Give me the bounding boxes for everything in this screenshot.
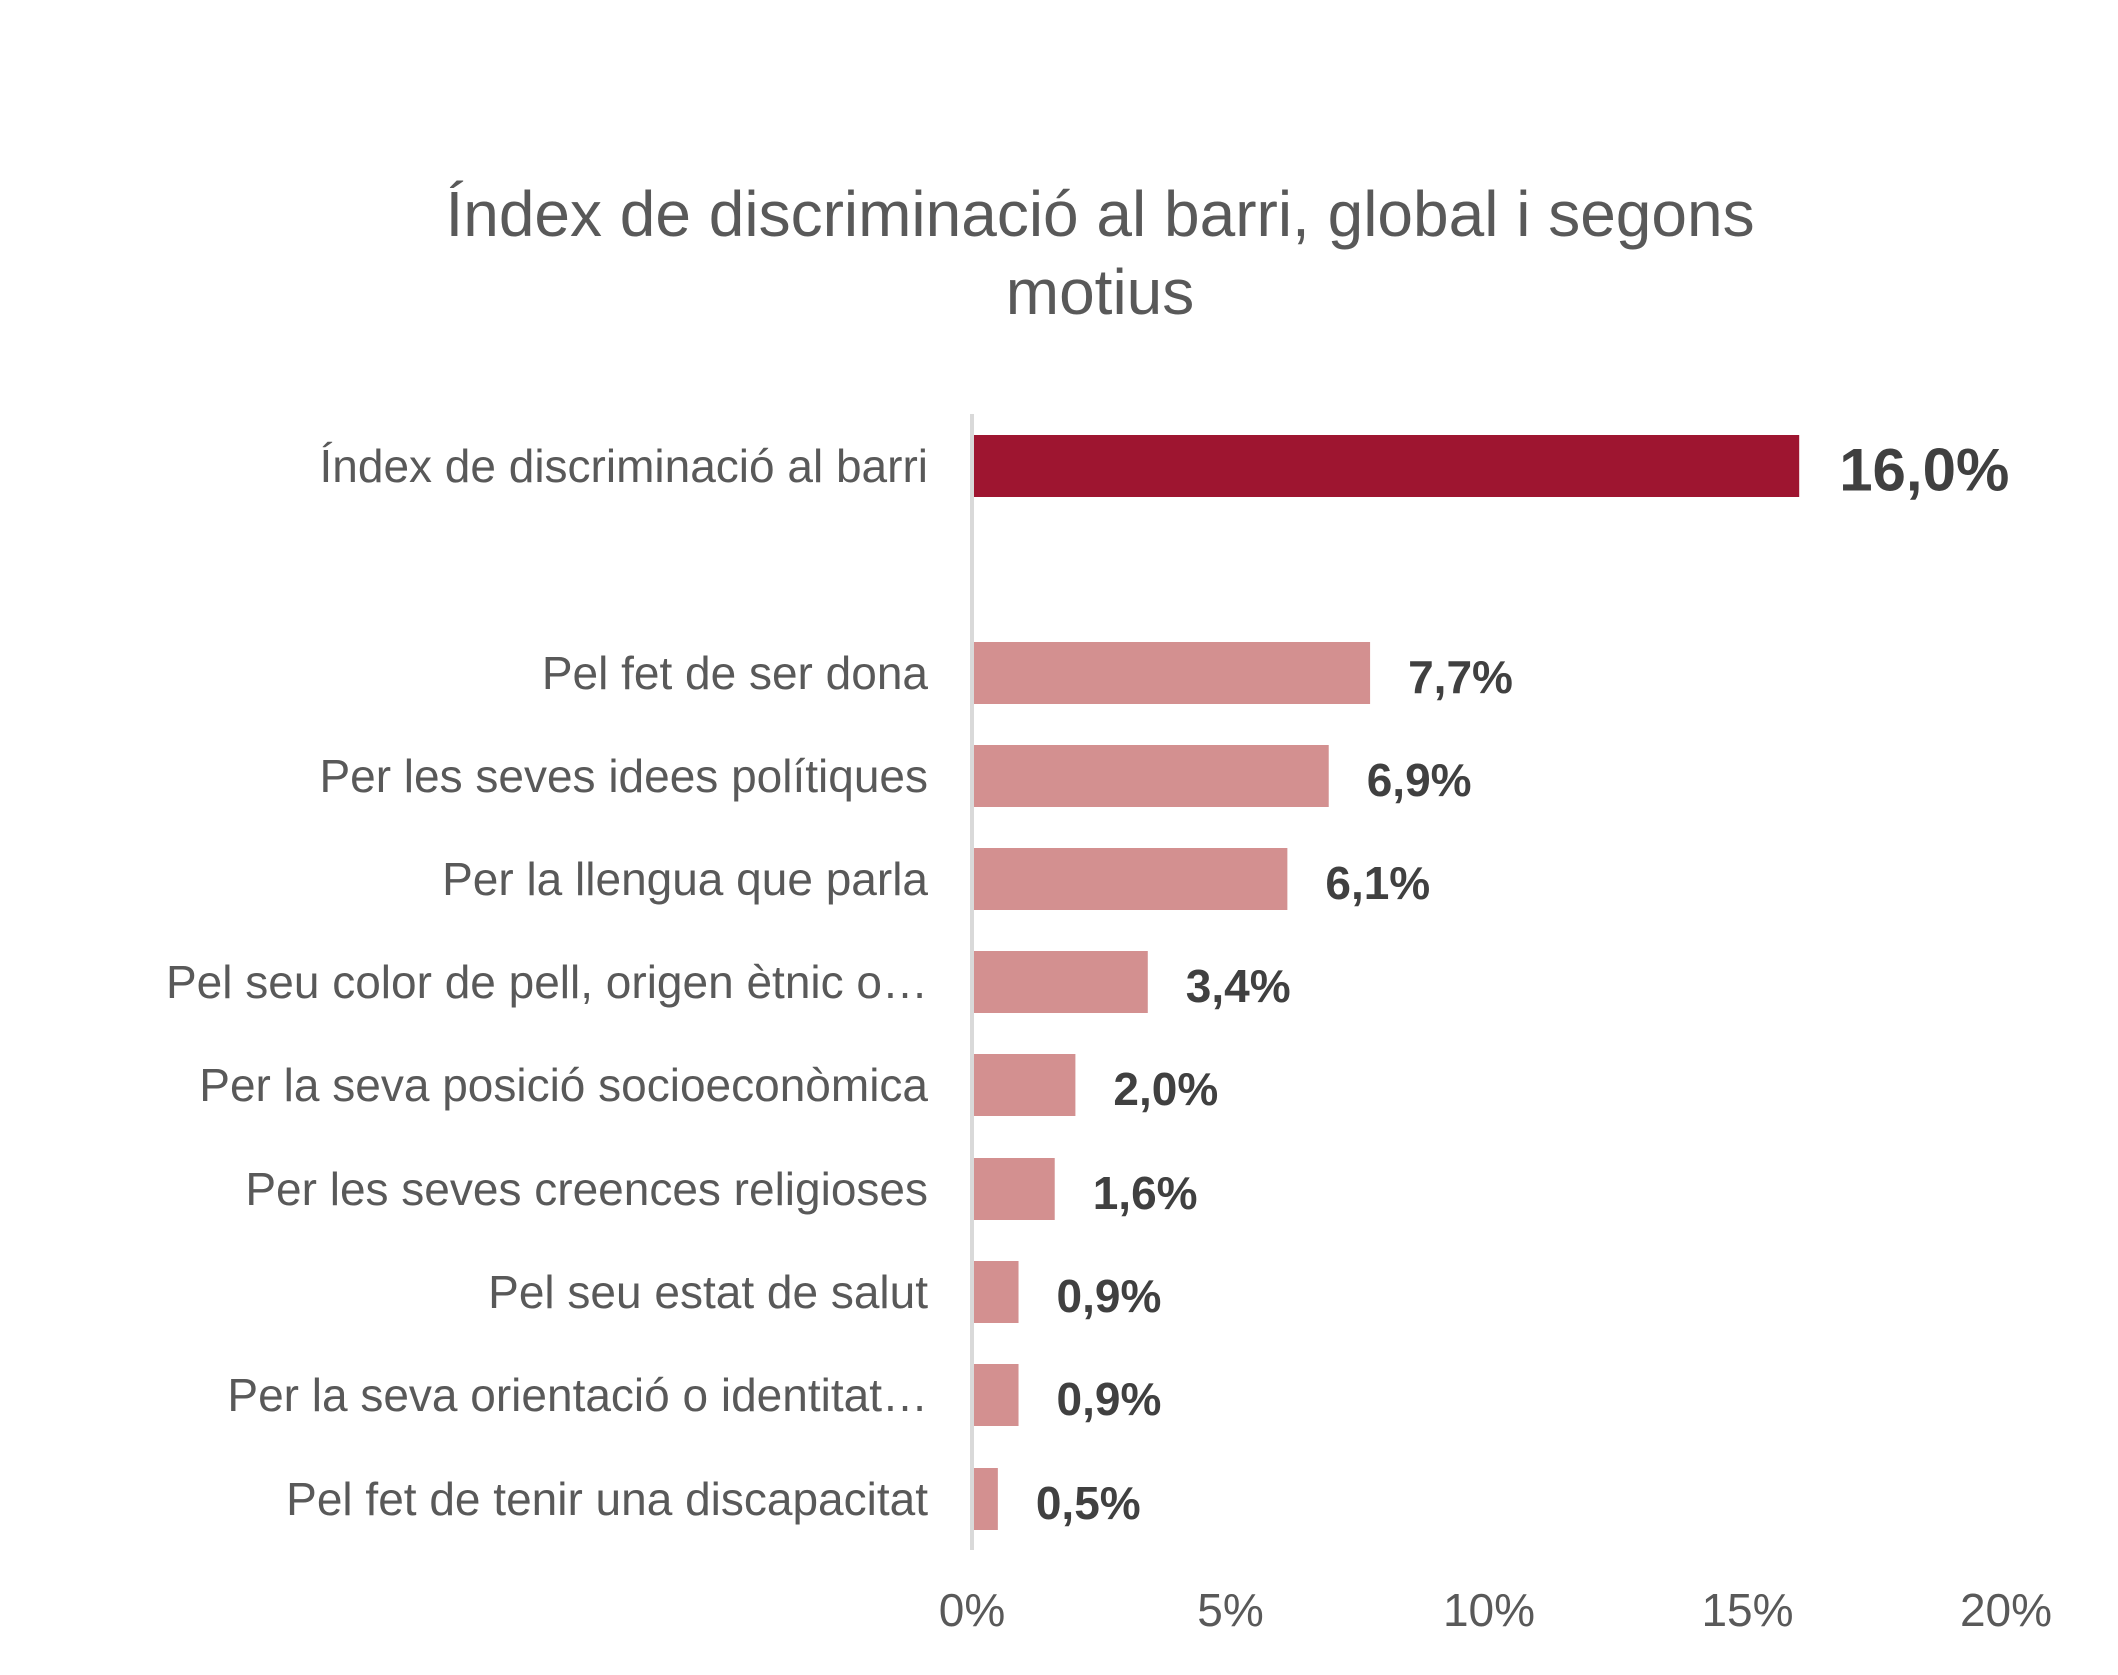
chart-title: Índex de discriminació al barri, global … bbox=[0, 175, 2118, 331]
chart-title-line-1: Índex de discriminació al barri, global … bbox=[445, 178, 1755, 250]
category-labels: Índex de discriminació al barri Pel fet d… bbox=[166, 440, 928, 1525]
bar-3 bbox=[972, 848, 1288, 910]
category-label-5: Per la seva posició socioeconòmica bbox=[199, 1059, 928, 1111]
x-tick-label-4: 20% bbox=[1960, 1584, 2052, 1636]
bar-6 bbox=[972, 1158, 1055, 1220]
bar-5 bbox=[972, 1054, 1076, 1116]
x-tick-label-3: 15% bbox=[1701, 1584, 1793, 1636]
value-label-1: 7,7% bbox=[1408, 651, 1513, 703]
value-label-9: 0,5% bbox=[1036, 1477, 1141, 1529]
value-label-5: 2,0% bbox=[1113, 1063, 1218, 1115]
chart-title-line-2: motius bbox=[1005, 256, 1195, 328]
value-label-6: 1,6% bbox=[1093, 1167, 1198, 1219]
x-axis-ticks: 0% 5% 10% 15% 20% bbox=[939, 1584, 2052, 1636]
x-tick-label-0: 0% bbox=[939, 1584, 1005, 1636]
value-label-7: 0,9% bbox=[1057, 1270, 1162, 1322]
bars-layer bbox=[972, 435, 1800, 1530]
bar-4 bbox=[972, 951, 1148, 1013]
category-label-3: Per la llengua que parla bbox=[442, 853, 928, 905]
category-label-4: Pel seu color de pell, origen ètnic o… bbox=[166, 956, 928, 1008]
bar-0 bbox=[972, 435, 1800, 497]
bar-2 bbox=[972, 745, 1329, 807]
x-tick-label-2: 10% bbox=[1443, 1584, 1535, 1636]
bar-7 bbox=[972, 1261, 1019, 1323]
category-label-7: Pel seu estat de salut bbox=[488, 1266, 928, 1318]
value-labels: 16,0% 7,7% 6,9% 6,1% 3,4% 2,0% 1,6% 0,9% 0,9% 0,5… bbox=[1036, 437, 2009, 1530]
bar-1 bbox=[972, 642, 1371, 704]
category-label-9: Pel fet de tenir una discapacitat bbox=[286, 1473, 928, 1525]
value-label-3: 6,1% bbox=[1325, 857, 1430, 909]
value-label-0: 16,0% bbox=[1839, 437, 2009, 504]
value-label-4: 3,4% bbox=[1186, 960, 1291, 1012]
bar-8 bbox=[972, 1364, 1019, 1426]
value-label-8: 0,9% bbox=[1057, 1373, 1162, 1425]
category-label-0: Índex de discriminació al barri bbox=[320, 440, 929, 492]
category-label-8: Per la seva orientació o identitat… bbox=[227, 1369, 928, 1421]
bar-9 bbox=[972, 1468, 998, 1530]
category-label-1: Pel fet de ser dona bbox=[542, 647, 929, 699]
x-tick-label-1: 5% bbox=[1197, 1584, 1263, 1636]
value-label-2: 6,9% bbox=[1367, 754, 1472, 806]
category-label-2: Per les seves idees polítiques bbox=[319, 750, 928, 802]
category-label-6: Per les seves creences religioses bbox=[245, 1163, 928, 1215]
